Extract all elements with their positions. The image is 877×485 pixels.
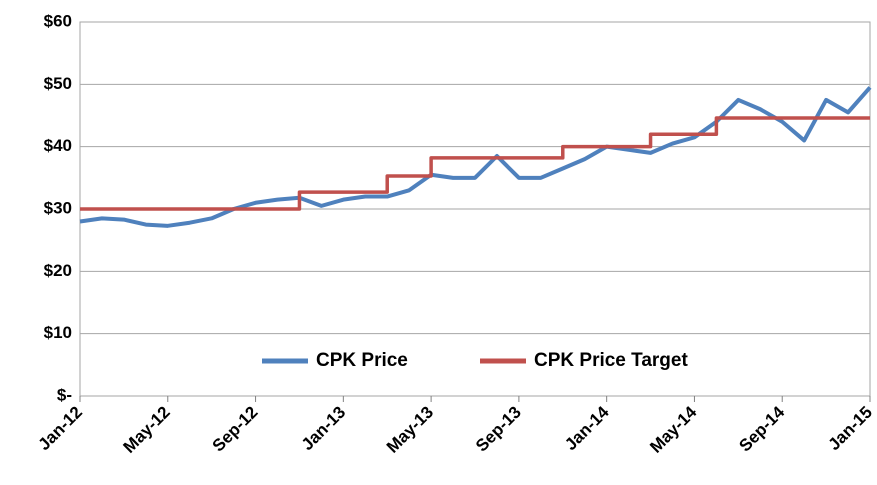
series-line bbox=[80, 116, 870, 211]
y-tick-label: $50 bbox=[44, 74, 72, 93]
y-tick-label: $30 bbox=[44, 198, 72, 217]
x-tick-label: Sep-13 bbox=[472, 403, 525, 456]
series-line bbox=[79, 86, 872, 228]
x-tick-label: Jan-14 bbox=[561, 402, 613, 454]
y-tick-label: $60 bbox=[44, 11, 72, 30]
x-tick-label: Jan-15 bbox=[824, 403, 876, 455]
x-tick-label: May-14 bbox=[646, 402, 701, 457]
y-tick-label: $10 bbox=[44, 323, 72, 342]
x-tick-label: May-13 bbox=[383, 403, 437, 457]
x-tick-label: Sep-14 bbox=[735, 402, 788, 455]
x-tick-label: Jan-13 bbox=[298, 403, 350, 455]
y-tick-label: $- bbox=[57, 385, 72, 404]
y-tick-label: $40 bbox=[44, 136, 72, 155]
x-tick-label: Jan-12 bbox=[34, 403, 86, 455]
x-tick-label: May-12 bbox=[120, 403, 174, 457]
legend-label: CPK Price bbox=[316, 350, 408, 371]
y-tick-label: $20 bbox=[44, 261, 72, 280]
legend-label: CPK Price Target bbox=[534, 350, 688, 371]
x-tick-label: Sep-12 bbox=[209, 403, 262, 456]
